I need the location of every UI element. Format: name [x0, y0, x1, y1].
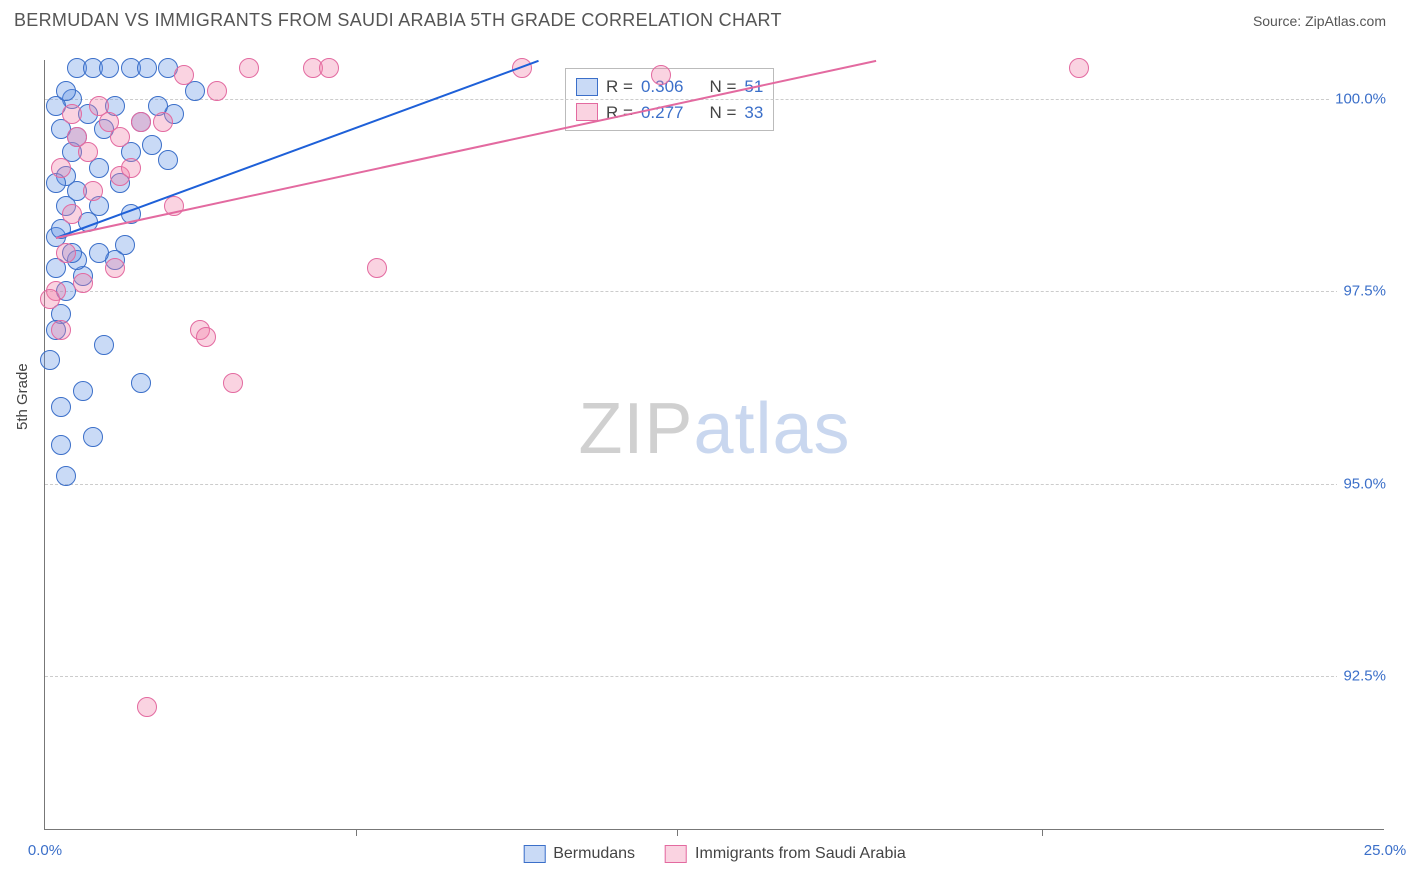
data-point — [137, 697, 157, 717]
data-point — [73, 381, 93, 401]
watermark-zip: ZIP — [578, 389, 693, 469]
data-point — [137, 58, 157, 78]
r-label-a: R = — [606, 74, 633, 100]
data-point — [51, 435, 71, 455]
xtick-label: 25.0% — [1364, 842, 1406, 859]
swatch-a-bottom — [523, 845, 545, 863]
data-point — [207, 81, 227, 101]
data-point — [73, 273, 93, 293]
data-point — [110, 127, 130, 147]
data-point — [319, 58, 339, 78]
bottom-legend: Bermudans Immigrants from Saudi Arabia — [523, 845, 906, 863]
data-point — [51, 158, 71, 178]
gridline — [45, 99, 1384, 100]
data-point — [62, 104, 82, 124]
data-point — [142, 135, 162, 155]
gridline — [45, 291, 1384, 292]
data-point — [89, 96, 109, 116]
data-point — [223, 373, 243, 393]
data-point — [367, 258, 387, 278]
data-point — [89, 243, 109, 263]
gridline — [45, 484, 1384, 485]
n-value-b: 33 — [744, 100, 763, 126]
data-point — [239, 58, 259, 78]
data-point — [153, 112, 173, 132]
xtick — [356, 829, 357, 836]
data-point — [51, 320, 71, 340]
xtick-label: 0.0% — [28, 842, 62, 859]
ytick-label: 95.0% — [1337, 475, 1386, 492]
data-point — [1069, 58, 1089, 78]
data-point — [83, 427, 103, 447]
data-point — [83, 181, 103, 201]
ytick-label: 97.5% — [1337, 283, 1386, 300]
chart-title: BERMUDAN VS IMMIGRANTS FROM SAUDI ARABIA… — [14, 10, 782, 31]
data-point — [40, 350, 60, 370]
swatch-a — [576, 78, 598, 96]
y-axis-label: 5th Grade — [14, 363, 31, 430]
data-point — [158, 150, 178, 170]
watermark: ZIPatlas — [578, 388, 850, 470]
scatter-plot: ZIPatlas R = 0.306 N = 51 R = 0.277 N = … — [44, 60, 1384, 830]
source-label: Source: ZipAtlas.com — [1253, 13, 1386, 29]
legend-label-b: Immigrants from Saudi Arabia — [695, 845, 906, 863]
ytick-label: 92.5% — [1337, 668, 1386, 685]
swatch-b-bottom — [665, 845, 687, 863]
n-label-b: N = — [709, 100, 736, 126]
gridline — [45, 676, 1384, 677]
data-point — [56, 243, 76, 263]
data-point — [40, 289, 60, 309]
data-point — [99, 58, 119, 78]
data-point — [196, 327, 216, 347]
data-point — [51, 397, 71, 417]
legend-item-a: Bermudans — [523, 845, 635, 863]
ytick-label: 100.0% — [1329, 90, 1386, 107]
data-point — [174, 65, 194, 85]
data-point — [105, 258, 125, 278]
data-point — [121, 158, 141, 178]
xtick — [1042, 829, 1043, 836]
xtick — [677, 829, 678, 836]
data-point — [62, 204, 82, 224]
swatch-b — [576, 103, 598, 121]
legend-item-b: Immigrants from Saudi Arabia — [665, 845, 906, 863]
data-point — [56, 466, 76, 486]
watermark-atlas: atlas — [693, 389, 850, 469]
data-point — [131, 112, 151, 132]
data-point — [651, 65, 671, 85]
data-point — [56, 81, 76, 101]
data-point — [78, 142, 98, 162]
data-point — [94, 335, 114, 355]
data-point — [131, 373, 151, 393]
legend-label-a: Bermudans — [553, 845, 635, 863]
